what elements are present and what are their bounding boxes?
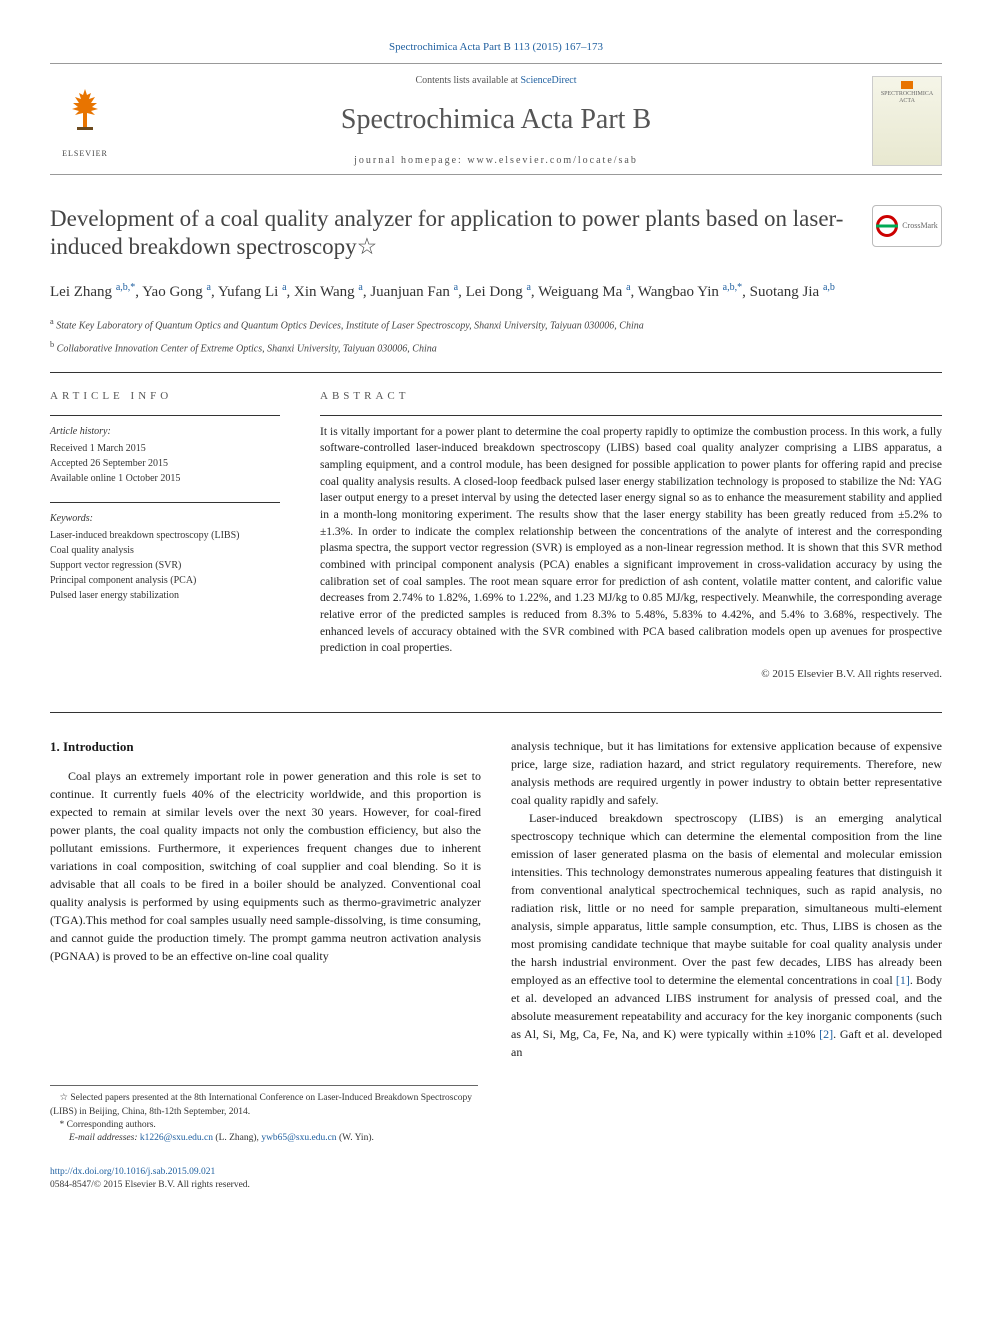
abstract-copyright: © 2015 Elsevier B.V. All rights reserved… xyxy=(320,667,942,682)
journal-cover-icon: SPECTROCHIMICA ACTA xyxy=(872,76,942,166)
email-label: E-mail addresses: xyxy=(69,1133,140,1143)
doi-link[interactable]: http://dx.doi.org/10.1016/j.sab.2015.09.… xyxy=(50,1167,215,1177)
keyword-item: Pulsed laser energy stabilization xyxy=(50,588,280,603)
homepage-url: www.elsevier.com/locate/sab xyxy=(467,155,638,166)
keywords-header: Keywords: xyxy=(50,511,280,526)
elsevier-tree-icon xyxy=(63,83,107,146)
journal-banner: ELSEVIER Contents lists available at Sci… xyxy=(50,63,942,174)
footnote-emails: E-mail addresses: k1226@sxu.edu.cn (L. Z… xyxy=(50,1132,478,1145)
sciencedirect-link[interactable]: ScienceDirect xyxy=(520,75,576,86)
journal-homepage: journal homepage: www.elsevier.com/locat… xyxy=(140,154,852,168)
email-link-2[interactable]: ywb65@sxu.edu.cn xyxy=(261,1133,336,1143)
contents-list-line: Contents lists available at ScienceDirec… xyxy=(140,74,852,88)
divider xyxy=(50,712,942,713)
elsevier-logo: ELSEVIER xyxy=(50,81,120,161)
crossmark-label: CrossMark xyxy=(902,220,938,231)
affiliation-a: a State Key Laboratory of Quantum Optics… xyxy=(50,316,942,333)
online-date: Available online 1 October 2015 xyxy=(50,471,280,486)
keywords-block: Keywords: Laser-induced breakdown spectr… xyxy=(50,511,280,603)
received-date: Received 1 March 2015 xyxy=(50,441,280,456)
body-column-right: analysis technique, but it has limitatio… xyxy=(511,737,942,1061)
article-title: Development of a coal quality analyzer f… xyxy=(50,205,872,263)
email-link-1[interactable]: k1226@sxu.edu.cn xyxy=(140,1133,213,1143)
intro-paragraph-3: Laser-induced breakdown spectroscopy (LI… xyxy=(511,809,942,1061)
crossmark-icon xyxy=(876,215,898,237)
intro-paragraph-2: analysis technique, but it has limitatio… xyxy=(511,737,942,809)
crossmark-badge[interactable]: CrossMark xyxy=(872,205,942,247)
divider xyxy=(50,372,942,373)
footer: http://dx.doi.org/10.1016/j.sab.2015.09.… xyxy=(50,1166,942,1193)
abstract-text: It is vitally important for a power plan… xyxy=(320,424,942,657)
cover-label: SPECTROCHIMICA ACTA xyxy=(877,91,937,104)
footnote-conference: ☆ Selected papers presented at the 8th I… xyxy=(50,1092,478,1119)
keyword-item: Coal quality analysis xyxy=(50,543,280,558)
ref-link-1[interactable]: [1] xyxy=(896,973,910,987)
homepage-prefix: journal homepage: xyxy=(354,155,467,166)
author-list: Lei Zhang a,b,*, Yao Gong a, Yufang Li a… xyxy=(50,280,942,304)
abstract-label: ABSTRACT xyxy=(320,389,942,404)
article-history: Article history: Received 1 March 2015 A… xyxy=(50,424,280,486)
keyword-item: Laser-induced breakdown spectroscopy (LI… xyxy=(50,528,280,543)
contents-prefix: Contents lists available at xyxy=(415,75,520,86)
intro-heading: 1. Introduction xyxy=(50,737,481,757)
ref-link-2[interactable]: [2] xyxy=(819,1027,833,1041)
footnote-corresponding: * Corresponding authors. xyxy=(50,1119,478,1132)
keyword-item: Principal component analysis (PCA) xyxy=(50,573,280,588)
footnotes: ☆ Selected papers presented at the 8th I… xyxy=(50,1085,478,1145)
keyword-item: Support vector regression (SVR) xyxy=(50,558,280,573)
affiliation-b: b Collaborative Innovation Center of Ext… xyxy=(50,339,942,356)
article-info-label: ARTICLE INFO xyxy=(50,389,280,404)
issn-copyright: 0584-8547/© 2015 Elsevier B.V. All right… xyxy=(50,1180,250,1190)
publisher-name: ELSEVIER xyxy=(62,148,108,159)
intro-paragraph-1: Coal plays an extremely important role i… xyxy=(50,767,481,965)
body-column-left: 1. Introduction Coal plays an extremely … xyxy=(50,737,481,1061)
journal-citation: Spectrochimica Acta Part B 113 (2015) 16… xyxy=(50,40,942,55)
journal-name: Spectrochimica Acta Part B xyxy=(140,100,852,139)
accepted-date: Accepted 26 September 2015 xyxy=(50,456,280,471)
history-header: Article history: xyxy=(50,424,280,439)
